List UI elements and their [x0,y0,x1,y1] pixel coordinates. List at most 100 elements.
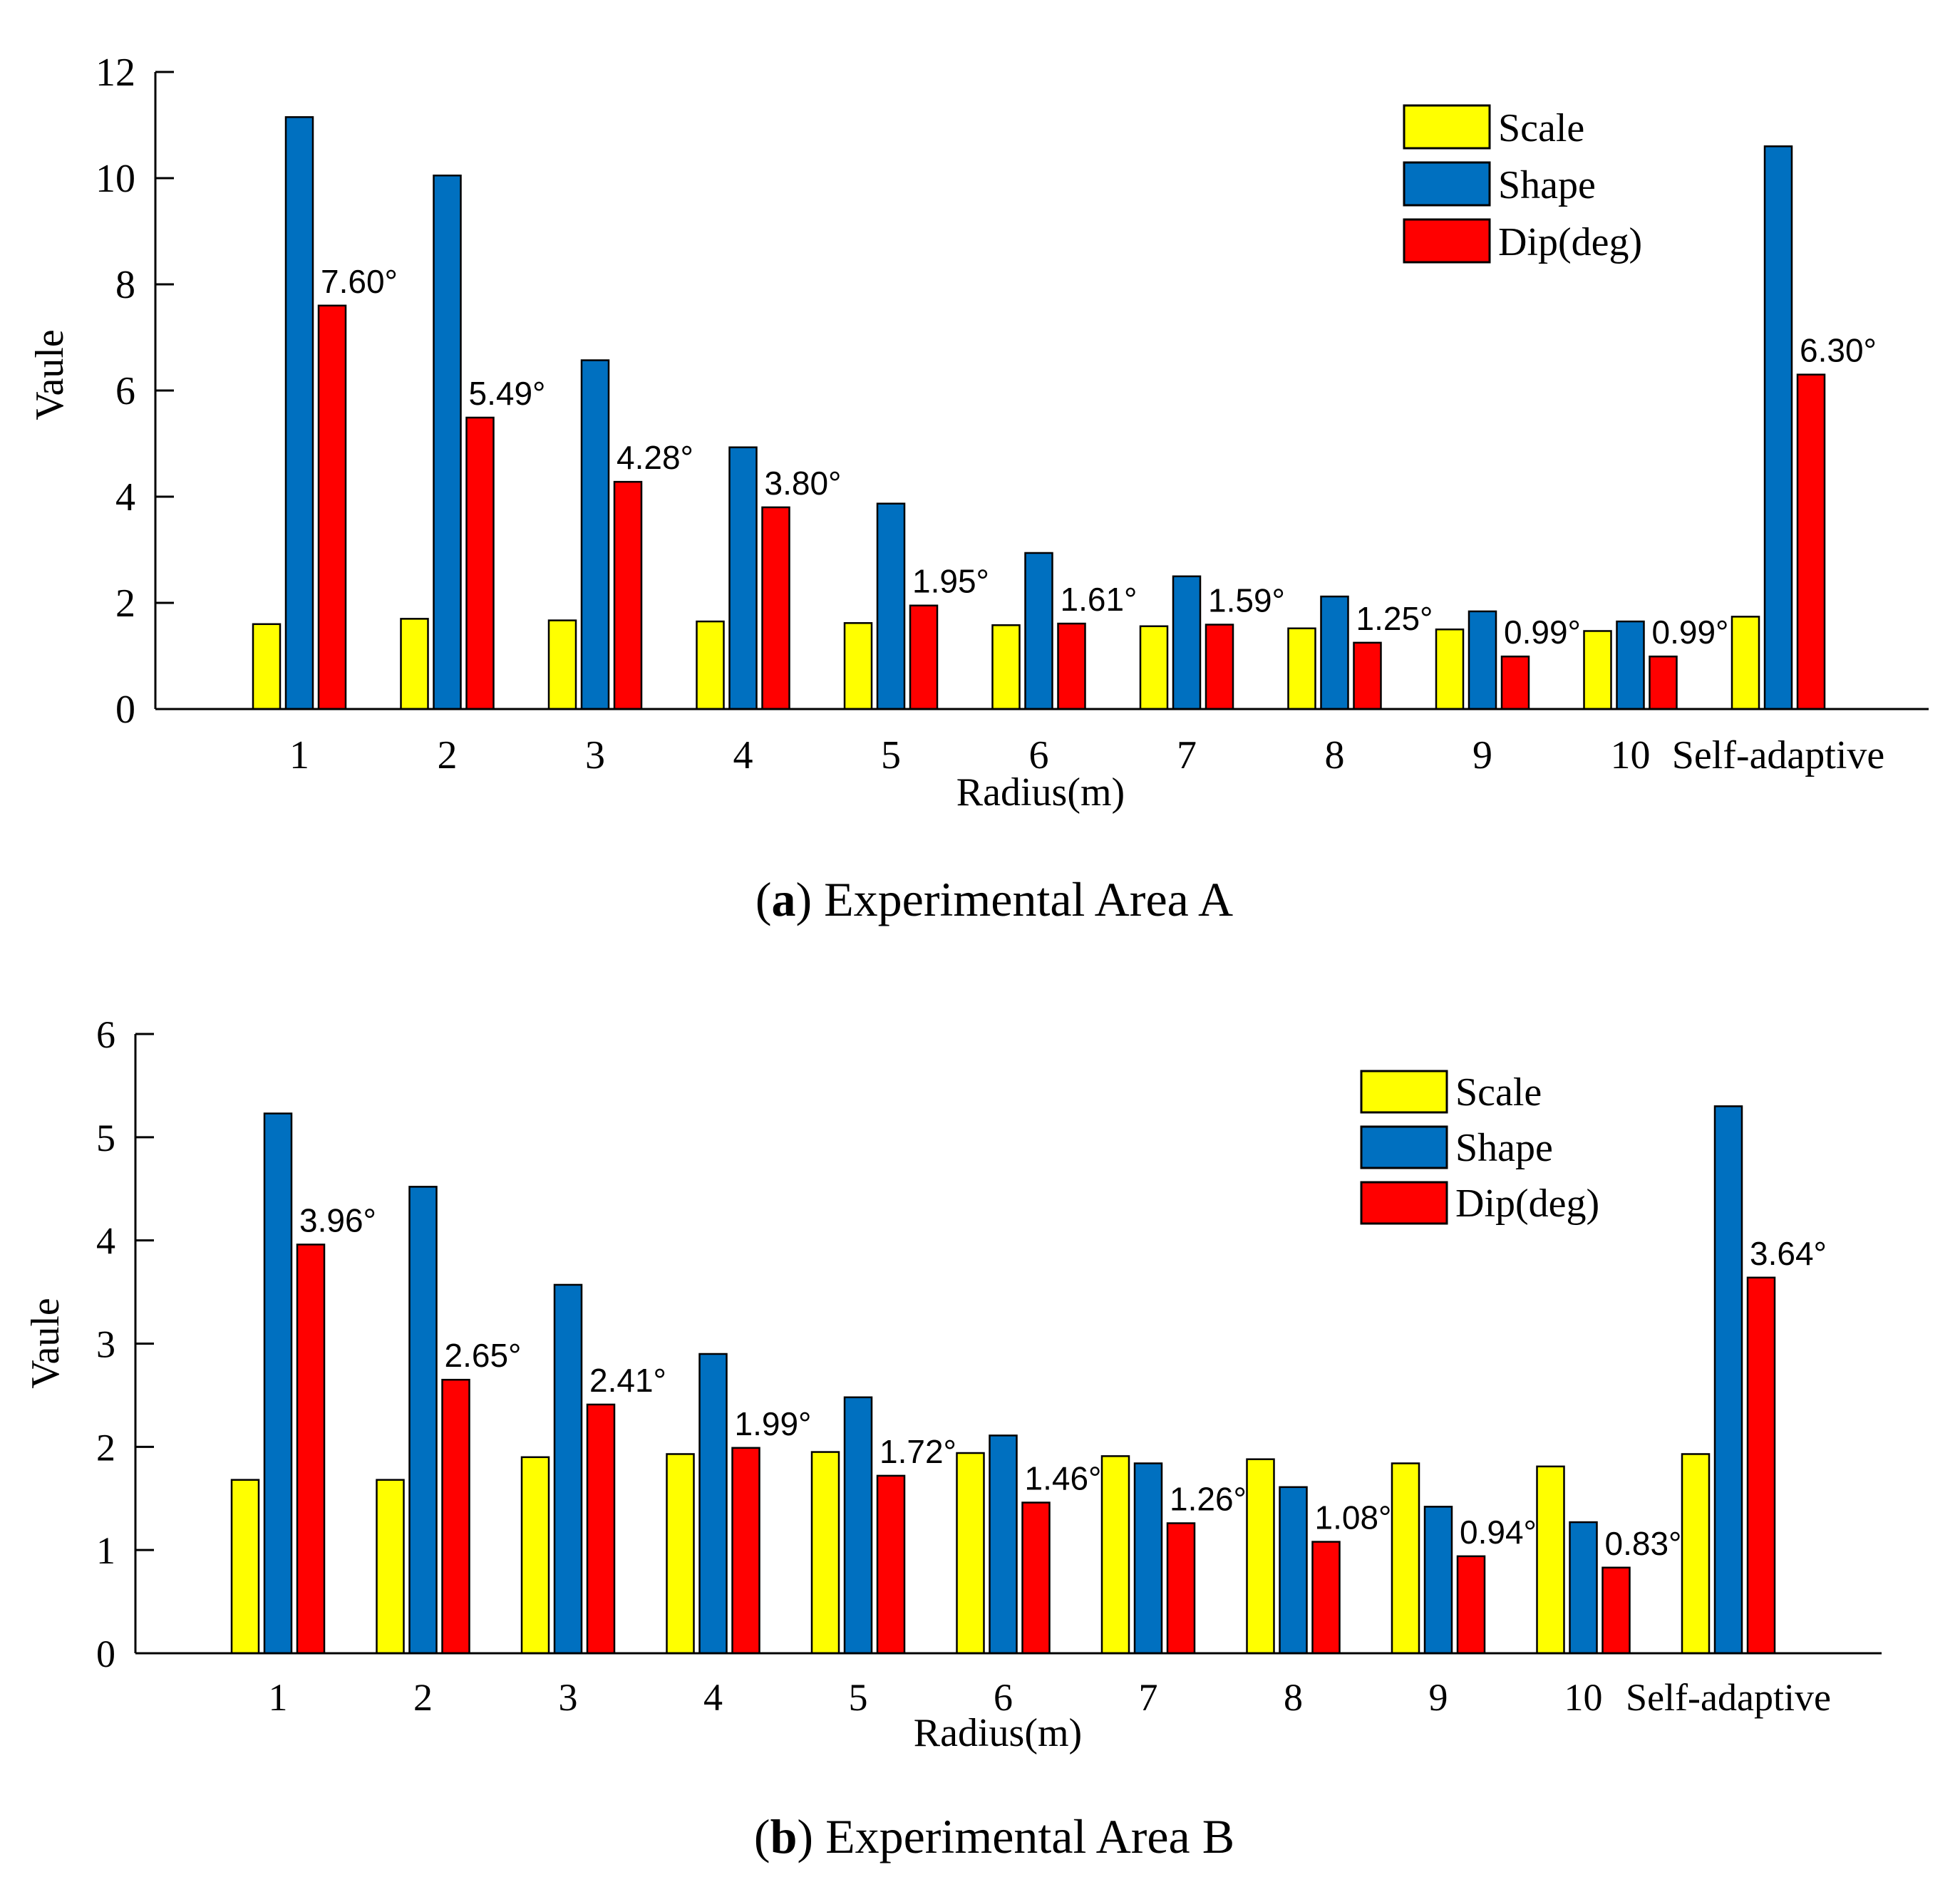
bar-shape-7 [1172,575,1202,710]
bar-scale-7 [1139,625,1169,710]
chart-a-bars [252,116,1826,710]
bar-scale-3 [520,1456,550,1655]
chart-a-caption: (a) Experimental Area A [755,872,1233,926]
legend-swatch-1 [1360,1070,1448,1114]
x-tick-label-6: 6 [994,1676,1013,1719]
chart-b-legend: Scale Shape Dip(deg) [1360,1070,1599,1226]
bar-dipdeg-6 [1057,622,1086,710]
legend-label-2: Shape [1455,1126,1553,1170]
bar-scale-7 [1100,1455,1130,1655]
bar-shape-10 [1616,620,1645,710]
legend-label-2: Shape [1498,163,1596,207]
bar-dipdeg-7 [1166,1522,1196,1655]
bar-shape-5 [876,502,906,710]
chart-panel-b: 3.96° 2.65° 2.41° 1.99° 1.72° 1.46° 1.26° 1.08°… [24,1013,1882,1863]
bar-dipdeg-4 [761,506,790,710]
dip-data-label-2: 5.49° [469,375,546,412]
chart-a-legend: Scale Shape Dip(deg) [1403,104,1642,264]
legend-label-3: Dip(deg) [1498,220,1642,264]
bar-scale-11 [1731,616,1760,710]
bar-dipdeg-11 [1746,1276,1776,1655]
dip-data-label-10: 0.83° [1605,1525,1682,1562]
bar-dipdeg-9 [1456,1555,1486,1655]
dip-data-label-2: 2.65° [445,1337,522,1374]
bar-shape-1 [284,116,314,710]
x-tick-label-11: Self-adaptive [1626,1676,1831,1719]
x-tick-label-5: 5 [849,1676,868,1719]
y-tick-label-3: 3 [96,1323,115,1366]
x-tick-label-1: 1 [289,733,309,777]
bar-dipdeg-6 [1021,1501,1051,1655]
y-tick-label-1: 1 [96,1529,115,1572]
bar-dipdeg-7 [1205,624,1234,710]
legend-swatch-3 [1360,1181,1448,1225]
bar-scale-5 [843,622,873,710]
bar-scale-8 [1287,627,1316,710]
chart-a-x-axis-label: Radius(m) [956,770,1125,815]
y-tick-label-5: 5 [96,1117,115,1159]
legend-label-3: Dip(deg) [1455,1182,1599,1226]
legend-label-1: Scale [1498,106,1584,150]
dip-data-label-5: 1.95° [912,563,989,600]
x-tick-label-3: 3 [559,1676,578,1719]
bar-scale-5 [810,1451,840,1655]
bar-dipdeg-2 [465,416,495,710]
bar-scale-10 [1583,630,1612,710]
bar-dipdeg-3 [586,1403,616,1655]
bar-scale-10 [1536,1465,1565,1655]
x-tick-label-11: Self-adaptive [1672,733,1885,777]
chart-b-x-axis-label: Radius(m) [914,1711,1082,1755]
x-tick-label-9: 9 [1429,1676,1448,1719]
bar-scale-9 [1391,1462,1420,1655]
bar-scale-2 [400,618,429,710]
chart-a-data-labels: 7.60° 5.49° 4.28° 3.80° 1.95° 1.61° 1.59° 1.25°… [321,263,1877,651]
bar-shape-7 [1133,1462,1163,1655]
dip-data-label-9: 0.99° [1504,614,1581,651]
y-tick-label-4: 8 [115,263,135,307]
bar-shape-8 [1279,1486,1308,1655]
legend-swatch-3 [1403,218,1491,264]
bar-scale-6 [956,1452,985,1655]
y-tick-label-2: 4 [115,475,135,519]
bar-shape-2 [433,175,462,710]
bar-shape-8 [1320,595,1349,710]
dip-data-label-1: 3.96° [299,1201,376,1239]
chart-a-caption-panel-letter: a [771,872,795,926]
legend-swatch-2 [1403,161,1491,207]
dip-data-label-4: 3.80° [765,465,842,502]
y-tick-label-2: 2 [96,1426,115,1469]
bar-dipdeg-10 [1601,1566,1631,1655]
bar-dipdeg-2 [441,1378,470,1655]
x-tick-label-8: 8 [1284,1676,1303,1719]
chart-b-data-labels: 3.96° 2.65° 2.41° 1.99° 1.72° 1.46° 1.26° 1.08°… [299,1201,1827,1561]
x-tick-label-9: 9 [1472,733,1492,777]
bar-scale-9 [1435,629,1465,710]
dip-data-label-10: 0.99° [1652,614,1729,651]
bar-shape-6 [1024,552,1053,710]
bar-scale-4 [696,620,725,710]
y-tick-label-3: 6 [115,369,135,413]
legend-swatch-2 [1360,1125,1448,1169]
chart-b-caption-panel-letter: b [770,1809,798,1863]
y-tick-label-5: 10 [96,157,135,201]
bar-shape-1 [263,1112,293,1655]
y-tick-label-0: 0 [115,688,135,732]
dip-data-label-4: 1.99° [735,1405,812,1442]
chart-a-caption-text: Experimental Area A [824,872,1233,926]
bar-scale-4 [666,1453,695,1655]
bar-shape-2 [408,1186,438,1655]
bar-scale-1 [252,623,282,710]
bar-dipdeg-9 [1500,655,1530,710]
x-tick-label-4: 4 [733,733,753,777]
chart-b-bars [230,1105,1776,1655]
dip-data-label-6: 1.61° [1061,581,1138,618]
y-tick-label-0: 0 [96,1633,115,1675]
x-tick-label-3: 3 [585,733,605,777]
x-tick-label-2: 2 [438,733,458,777]
bar-shape-10 [1569,1521,1598,1655]
bar-shape-3 [580,359,610,710]
x-tick-label-1: 1 [269,1676,288,1719]
x-tick-label-7: 7 [1177,733,1197,777]
dip-data-label-3: 2.41° [589,1362,666,1399]
